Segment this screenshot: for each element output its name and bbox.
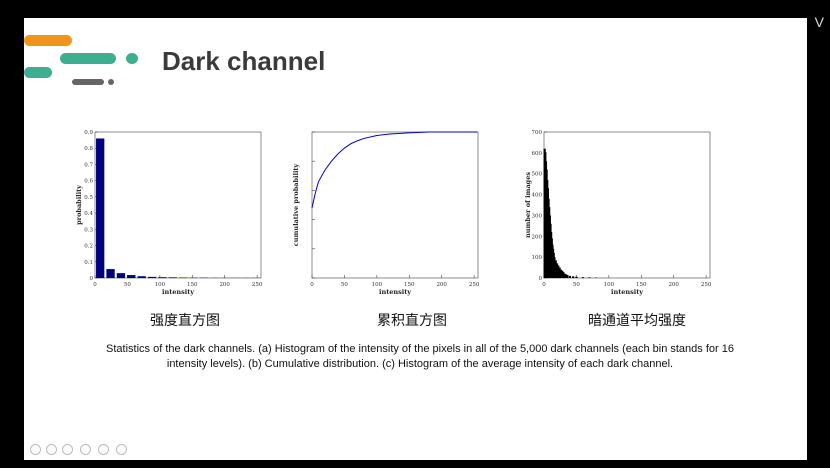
- plot-frame: [543, 131, 711, 279]
- x-tick-label: 0: [93, 282, 97, 288]
- bar: [561, 270, 564, 278]
- bar: [588, 277, 591, 278]
- chart-average-intensity-histogram: 0 50 100 150 200 250 0 100 200 300 400 500 600 700 int…: [520, 126, 712, 296]
- decor-teal-bar-short: [24, 67, 52, 78]
- x-tick-label: 100: [604, 282, 615, 288]
- x-tick-label: 200: [668, 282, 679, 288]
- chart-svg: 0 50 100 150 200 250 0 100 200 300 400 500 600 700 int…: [524, 130, 712, 296]
- y-tick-label: 0.5: [84, 195, 93, 201]
- bar: [572, 276, 575, 278]
- x-axis-label: intensity: [379, 288, 411, 296]
- chart-caption-cumulative-histogram: 累积直方图: [377, 313, 447, 329]
- y-tick-label: 500: [532, 172, 543, 178]
- bar: [158, 277, 167, 278]
- x-axis-label: intensity: [611, 288, 643, 296]
- bar: [555, 263, 559, 278]
- bar: [559, 269, 562, 278]
- x-tick-label: 150: [404, 282, 415, 288]
- bar: [568, 275, 572, 278]
- x-tick-label: 0: [310, 282, 314, 288]
- y-tick-label: 0.3: [84, 227, 93, 233]
- y-tick-label: 200: [532, 234, 543, 240]
- bar: [581, 277, 585, 278]
- bar: [575, 276, 578, 278]
- x-tick-label: 50: [341, 282, 348, 288]
- x-tick-label: 0: [542, 282, 546, 288]
- y-axis-label: cumulative probability: [292, 164, 300, 247]
- decor-teal-bar-long: [60, 53, 116, 64]
- slide: Dark channel 0 50 100 150 200 250 0 0.1 0.2 0.3 0.…: [24, 18, 807, 460]
- bar: [562, 272, 565, 278]
- bar: [566, 274, 569, 278]
- plot-frame: [311, 131, 479, 279]
- chart-intensity-histogram: 0 50 100 150 200 250 0 0.1 0.2 0.3 0.4 0.5 0.6 0.7 0.8…: [71, 126, 263, 296]
- bar: [558, 267, 561, 278]
- series-line: [311, 131, 478, 209]
- x-tick-label: 200: [219, 282, 230, 288]
- bar: [554, 260, 557, 278]
- bar: [147, 276, 157, 278]
- bar: [96, 138, 105, 278]
- slideshow-grid-icon[interactable]: [98, 444, 109, 455]
- x-tick-label: 50: [573, 282, 580, 288]
- x-tick-label: 150: [636, 282, 647, 288]
- x-tick-label: 250: [701, 282, 712, 288]
- bar: [557, 265, 560, 278]
- y-tick-label: 0: [539, 276, 543, 282]
- chart-caption-average-intensity: 暗通道平均强度: [588, 313, 686, 329]
- bar: [106, 269, 115, 278]
- decor-teal-dot: [126, 53, 138, 64]
- chart-svg: 0 50 100 150 200 250 0 0.1 0.2 0.3 0.4 0.5 0.6 0.7 0.8…: [75, 130, 263, 296]
- x-tick-label: 200: [436, 282, 447, 288]
- slideshow-pen-icon[interactable]: [62, 444, 73, 455]
- x-tick-label: 150: [187, 282, 198, 288]
- slideshow-zoom-icon[interactable]: [80, 444, 91, 455]
- x-tick-label: 50: [124, 282, 131, 288]
- y-tick-label: 0.6: [84, 179, 93, 185]
- bar: [564, 273, 567, 278]
- chart-cumulative-distribution: 0 50 100 150 200 250 intensity cumulative proba…: [288, 126, 480, 296]
- y-tick-label: 0.4: [84, 211, 93, 217]
- y-tick-label: 0.1: [84, 260, 93, 266]
- bar: [137, 276, 146, 278]
- slideshow-prev-icon[interactable]: [30, 444, 41, 455]
- decor-orange-bar: [24, 35, 72, 46]
- bar: [168, 277, 177, 278]
- y-tick-label: 0.9: [84, 130, 93, 136]
- decor-gray-dot: [108, 79, 114, 85]
- slide-title: Dark channel: [162, 46, 326, 76]
- y-tick-label: 0.8: [84, 146, 93, 152]
- window-corner-label: V: [814, 14, 824, 30]
- y-axis-label: number of images: [524, 172, 532, 238]
- chart-caption-intensity-histogram: 强度直方图: [150, 313, 220, 329]
- x-tick-label: 100: [155, 282, 166, 288]
- y-tick-label: 600: [532, 151, 543, 157]
- chart-svg: 0 50 100 150 200 250 intensity cumulative proba…: [292, 131, 480, 296]
- bar: [127, 275, 136, 278]
- y-tick-label: 400: [532, 193, 543, 199]
- y-axis-label: probability: [75, 185, 83, 225]
- x-tick-label: 100: [372, 282, 383, 288]
- x-tick-label: 250: [469, 282, 480, 288]
- x-axis-label: intensity: [162, 288, 194, 296]
- y-tick-label: 0.2: [84, 244, 93, 250]
- y-tick-label: 0: [90, 276, 94, 282]
- y-tick-label: 100: [532, 255, 543, 261]
- plot-frame: [94, 131, 262, 279]
- x-tick-label: 250: [252, 282, 263, 288]
- bar: [116, 273, 126, 278]
- slideshow-play-icon[interactable]: [46, 444, 57, 455]
- y-tick-label: 300: [532, 213, 543, 219]
- decor-gray-bar: [72, 79, 104, 85]
- figure-caption: Statistics of the dark channels. (a) His…: [106, 343, 734, 370]
- slideshow-more-icon[interactable]: [116, 444, 127, 455]
- bar: [553, 257, 556, 278]
- y-tick-label: 0.7: [84, 162, 93, 168]
- y-tick-label: 700: [532, 130, 543, 136]
